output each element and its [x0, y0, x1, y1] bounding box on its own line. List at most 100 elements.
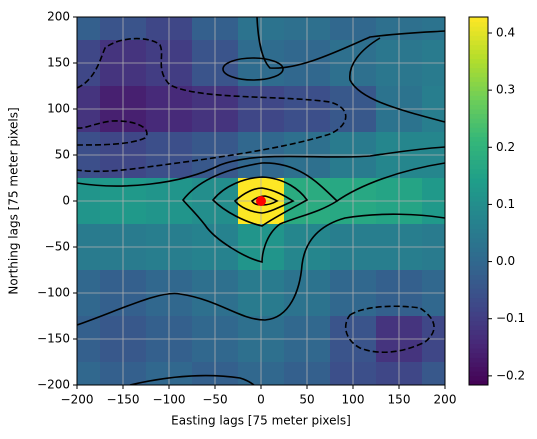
contour — [77, 213, 445, 326]
colorbar-step — [469, 343, 488, 349]
contour — [129, 374, 255, 385]
colorbar-step — [469, 109, 488, 115]
y-tick-label: 0 — [62, 194, 70, 208]
x-tick-label: −50 — [202, 393, 227, 407]
colorbar-step — [469, 311, 488, 317]
heatmap-cell — [422, 17, 445, 41]
colorbar-step — [469, 297, 488, 303]
y-tick-label: −150 — [37, 332, 70, 346]
x-tick-label: 50 — [299, 393, 314, 407]
colorbar-step — [469, 375, 488, 381]
colorbar-step — [469, 136, 488, 142]
contour — [77, 37, 347, 173]
colorbar-step — [469, 352, 488, 358]
colorbar-step — [469, 150, 488, 156]
colorbar-step — [469, 237, 488, 243]
colorbar-step — [469, 113, 488, 119]
heatmap-cell — [77, 362, 101, 385]
colorbar-tick-label: 0.3 — [496, 83, 515, 97]
colorbar-tick-label: −0.1 — [496, 311, 525, 325]
colorbar-step — [469, 178, 488, 184]
y-axis-label: Northing lags [75 meter pixels] — [7, 107, 21, 294]
colorbar-step — [469, 371, 488, 377]
x-tick-label: 200 — [434, 393, 457, 407]
colorbar-frame — [468, 16, 489, 386]
colorbar-step — [469, 182, 488, 188]
colorbar-tick-label: 0.1 — [496, 197, 515, 211]
colorbar-step — [469, 145, 488, 151]
colorbar-step — [469, 288, 488, 294]
contour — [222, 57, 284, 81]
colorbar-step — [469, 122, 488, 128]
colorbar-step — [469, 159, 488, 165]
colorbar-step — [469, 132, 488, 138]
contour — [77, 120, 148, 146]
colorbar-step — [469, 357, 488, 363]
colorbar-step — [469, 228, 488, 234]
colorbar-step — [469, 260, 488, 266]
colorbar-tick-label: 0.0 — [496, 254, 515, 268]
y-tick-label: 50 — [55, 148, 70, 162]
colorbar-step — [469, 283, 488, 289]
colorbar-step — [469, 201, 488, 207]
colorbar-step — [469, 279, 488, 285]
colorbar-step — [469, 251, 488, 257]
colorbar-step — [469, 81, 488, 87]
colorbar-step — [469, 339, 488, 345]
colorbar-step — [469, 219, 488, 225]
colorbar-step — [469, 210, 488, 216]
x-tick-label: 150 — [388, 393, 411, 407]
colorbar-step — [469, 127, 488, 133]
contour — [77, 146, 445, 187]
colorbar-step — [469, 44, 488, 50]
colorbar-step — [469, 196, 488, 202]
colorbar-step — [469, 49, 488, 55]
heatmap-cell — [77, 17, 101, 41]
y-tick-label: −200 — [37, 378, 70, 392]
colorbar-step — [469, 72, 488, 78]
colorbar-step — [469, 58, 488, 64]
colorbar-step — [469, 63, 488, 69]
colorbar-step — [469, 164, 488, 170]
colorbar-step — [469, 90, 488, 96]
contour — [181, 162, 339, 264]
x-tick-label: 100 — [342, 393, 365, 407]
colorbar-step — [469, 256, 488, 262]
colorbar-step — [469, 242, 488, 248]
contour — [256, 17, 445, 69]
y-tick-label: 200 — [47, 10, 70, 24]
colorbar-step — [469, 325, 488, 331]
colorbar-step — [469, 233, 488, 239]
colorbar-step — [469, 168, 488, 174]
y-tick-label: −100 — [37, 286, 70, 300]
contours — [77, 17, 445, 385]
colorbar-step — [469, 316, 488, 322]
colorbar-step — [469, 224, 488, 230]
contour — [233, 187, 295, 214]
colorbar-step — [469, 30, 488, 36]
colorbar-tick-label: 0.2 — [496, 140, 515, 154]
contour — [211, 176, 309, 227]
colorbar-step — [469, 95, 488, 101]
colorbar-step — [469, 17, 488, 23]
x-tick-label: −200 — [61, 393, 94, 407]
colorbar-step — [469, 329, 488, 335]
colorbar-step — [469, 362, 488, 368]
y-tick-label: 100 — [47, 102, 70, 116]
colorbar-step — [469, 67, 488, 73]
colorbar-step — [469, 187, 488, 193]
x-tick-label: −150 — [107, 393, 140, 407]
colorbar-step — [469, 302, 488, 308]
contour — [344, 305, 435, 354]
colorbar-step — [469, 270, 488, 276]
colorbar-step — [469, 26, 488, 32]
contour — [349, 37, 445, 123]
colorbar-step — [469, 155, 488, 161]
colorbar-step — [469, 104, 488, 110]
marker — [256, 196, 266, 206]
colorbar-step — [469, 205, 488, 211]
colorbar-step — [469, 118, 488, 124]
colorbar-step — [469, 40, 488, 46]
colorbar-step — [469, 76, 488, 82]
